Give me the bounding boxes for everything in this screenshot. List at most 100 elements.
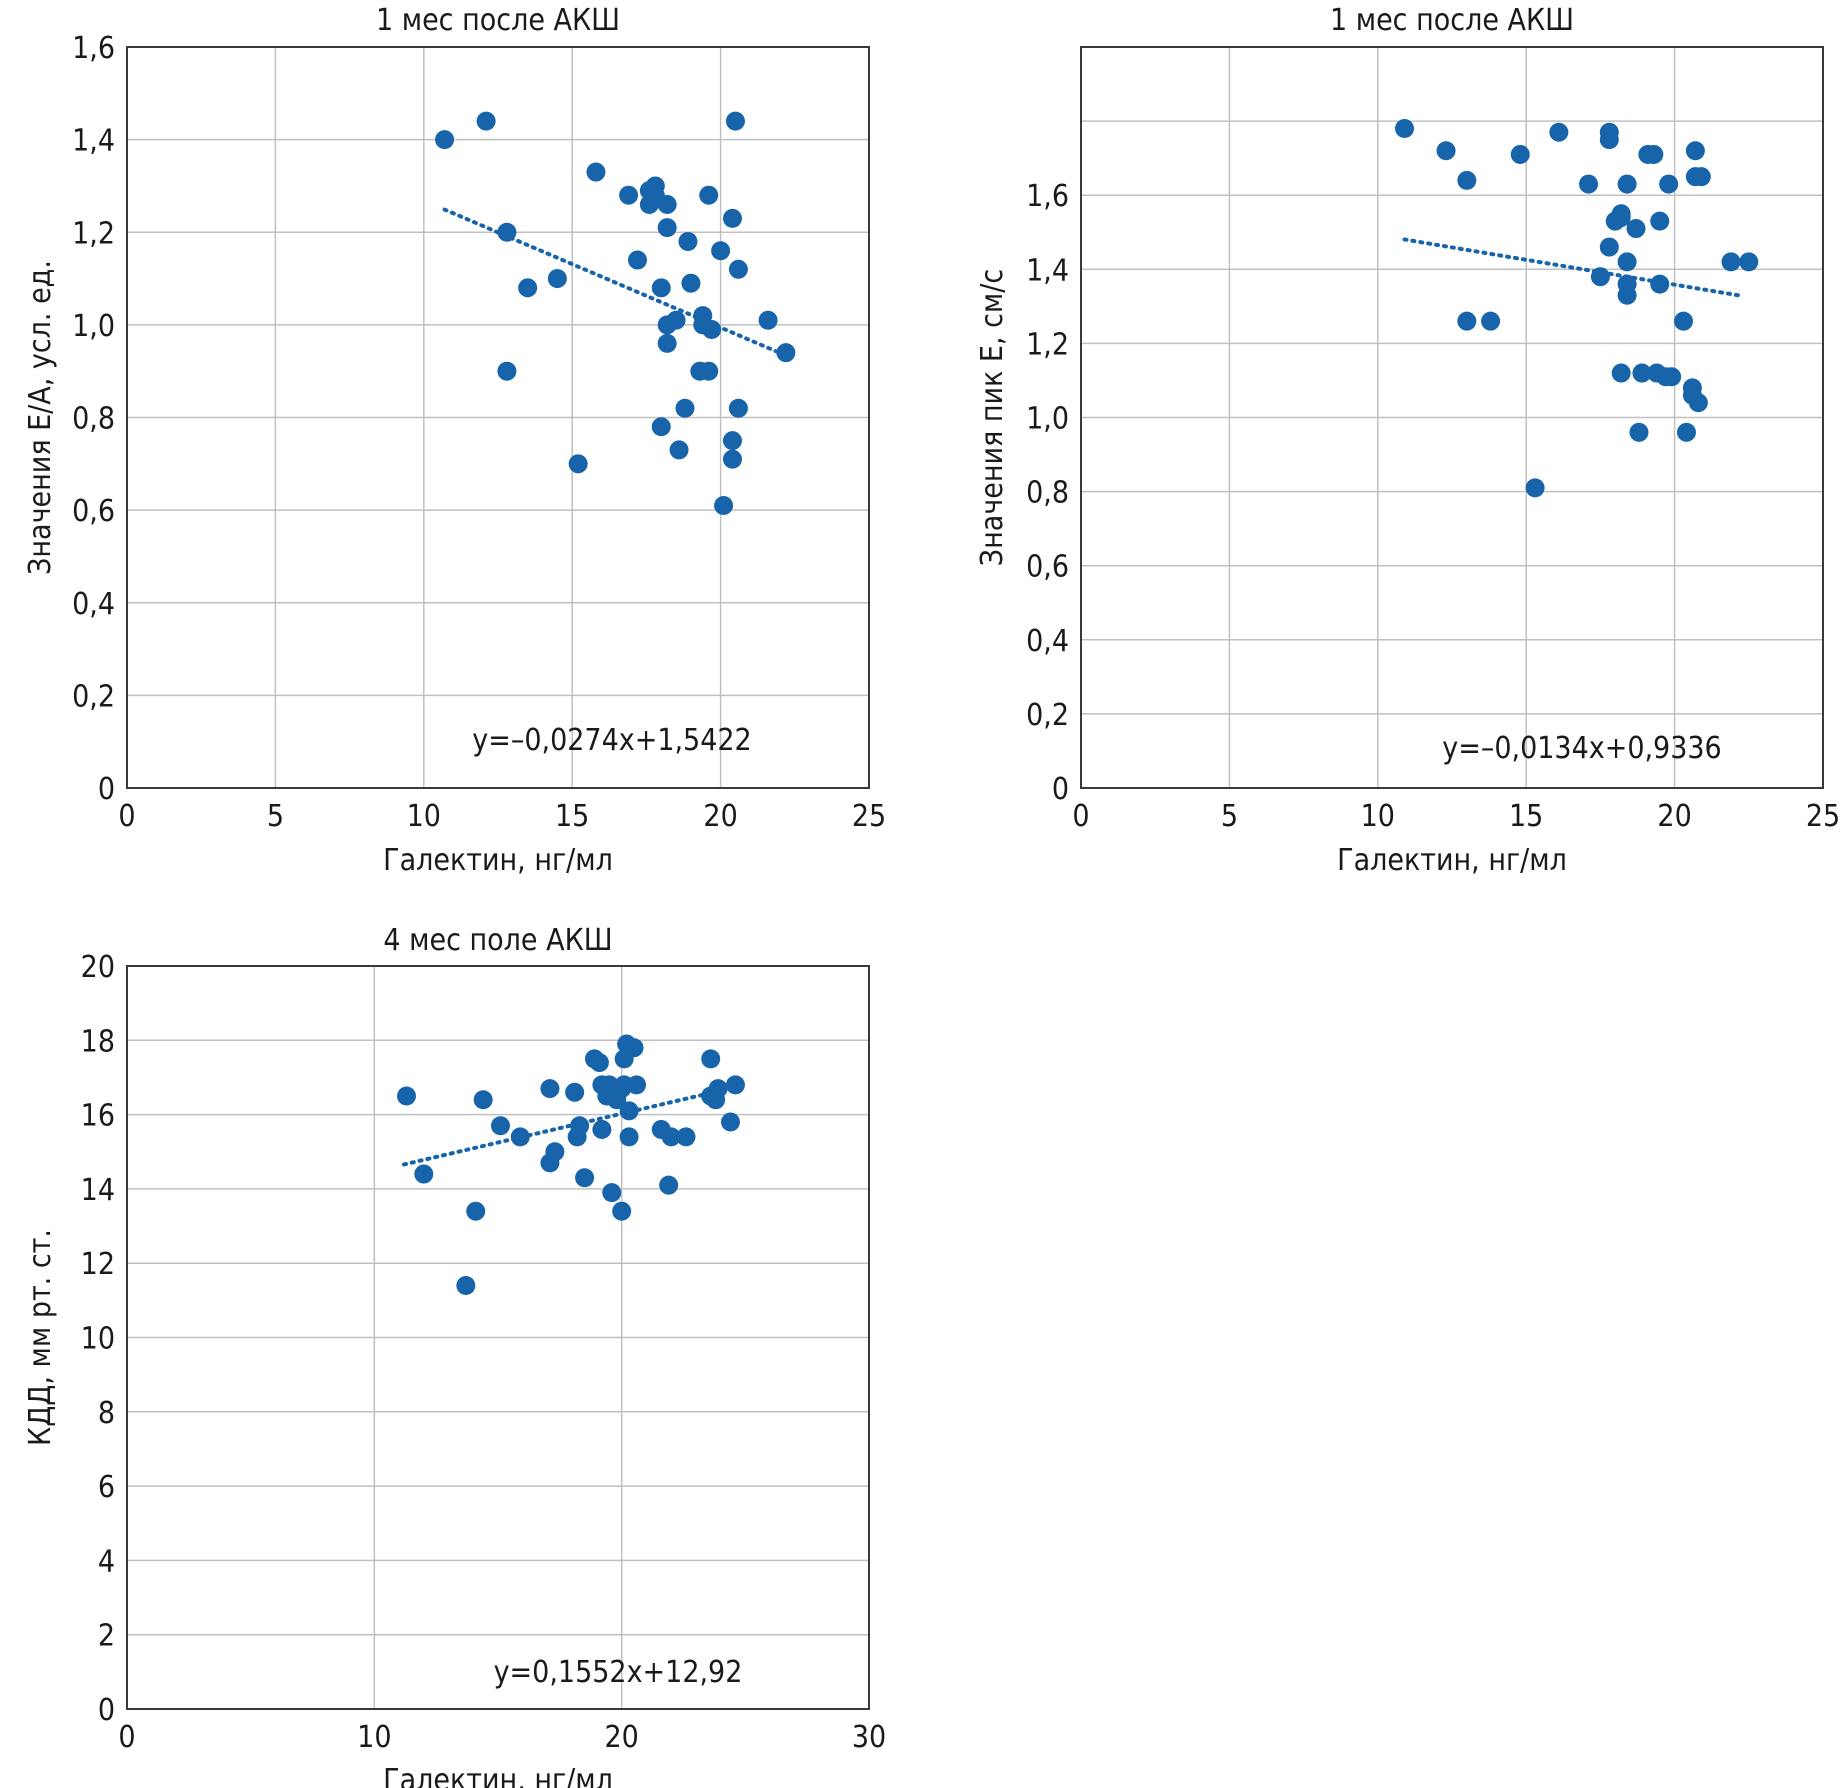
- data-point: [657, 333, 677, 353]
- data-point: [1632, 363, 1652, 383]
- y-tick-label: 0,6: [1026, 550, 1069, 585]
- y-tick-label: 1,0: [72, 309, 115, 344]
- data-point: [1549, 122, 1569, 142]
- data-point: [661, 1127, 681, 1147]
- data-point: [435, 130, 455, 150]
- trendline: [402, 1087, 728, 1167]
- data-point: [669, 440, 689, 460]
- x-tick-label: 5: [267, 799, 284, 834]
- x-tick-label: 0: [118, 1720, 135, 1755]
- y-tick-label: 0,4: [72, 587, 115, 622]
- data-point: [1739, 252, 1759, 272]
- data-point: [1659, 174, 1679, 194]
- y-tick-label: 8: [98, 1396, 115, 1431]
- data-point: [708, 1079, 728, 1099]
- y-tick-label: 18: [81, 1024, 115, 1059]
- data-point: [728, 398, 748, 418]
- data-point: [414, 1164, 434, 1184]
- data-point: [1395, 119, 1415, 139]
- data-point: [699, 361, 719, 381]
- data-point: [589, 1053, 609, 1073]
- y-tick-label: 16: [81, 1099, 115, 1134]
- data-point: [602, 1183, 622, 1203]
- data-point: [722, 208, 742, 228]
- x-axis-label: Галектин, нг/мл: [383, 843, 613, 878]
- data-point: [1685, 141, 1705, 161]
- data-point: [720, 1112, 740, 1132]
- x-tick-label: 20: [703, 799, 737, 834]
- data-point: [575, 1168, 595, 1188]
- data-point: [676, 1127, 696, 1147]
- data-point: [568, 454, 588, 474]
- data-point: [476, 111, 496, 131]
- data-point: [1691, 167, 1711, 187]
- data-point: [497, 222, 517, 242]
- x-tick-label: 15: [555, 799, 589, 834]
- x-tick-label: 25: [852, 799, 886, 834]
- x-tick-label: 5: [1221, 799, 1238, 834]
- data-point: [725, 111, 745, 131]
- data-point: [666, 310, 686, 330]
- data-point: [1650, 274, 1670, 294]
- data-point: [1481, 311, 1501, 331]
- data-point: [565, 1082, 585, 1102]
- chart-1: 0 5 10 15 20 25 0 0,2 0,4 0,6 0,8 1,0 1,2 1,4 1,6 1 мес…: [23, 3, 886, 878]
- x-tick-label: 10: [357, 1720, 391, 1755]
- regression-equation: y=–0,0274x+1,5422: [472, 723, 751, 758]
- data-point: [678, 232, 698, 252]
- y-tick-label: 1,2: [72, 216, 115, 251]
- trendline: [1402, 237, 1742, 298]
- data-point: [1457, 311, 1477, 331]
- chart-title: 1 мес после АКШ: [376, 3, 620, 38]
- data-point: [466, 1201, 486, 1221]
- data-point: [1662, 367, 1682, 387]
- data-point: [624, 1038, 644, 1058]
- data-point: [396, 1086, 416, 1106]
- data-point: [619, 1127, 639, 1147]
- x-tick-label: 30: [852, 1720, 886, 1755]
- data-point: [657, 194, 677, 214]
- x-tick-label: 10: [1361, 799, 1395, 834]
- data-point: [758, 310, 778, 330]
- y-axis-label: Значения пик Е, см/с: [975, 269, 1010, 566]
- data-point: [711, 241, 731, 261]
- y-tick-label: 0: [1052, 772, 1069, 807]
- data-point: [490, 1116, 510, 1136]
- chart-title: 1 мес после АКШ: [1330, 3, 1574, 38]
- data-point: [651, 278, 671, 298]
- x-tick-label: 10: [407, 799, 441, 834]
- y-tick-label: 20: [81, 950, 115, 985]
- data-point: [1590, 267, 1610, 287]
- x-tick-label: 25: [1806, 799, 1840, 834]
- regression-equation: y=0,1552x+12,92: [494, 1655, 743, 1690]
- data-point: [1617, 174, 1637, 194]
- data-point: [728, 259, 748, 279]
- data-point: [1457, 170, 1477, 190]
- y-tick-label: 14: [81, 1173, 115, 1208]
- y-tick-label: 4: [98, 1544, 115, 1579]
- data-point: [473, 1090, 493, 1110]
- data-point: [651, 417, 671, 437]
- y-tick-label: 1,6: [72, 31, 115, 66]
- chart-3: 0 10 20 30 0 2 4 6 8 10 12 14 16 18 20 4 мес поле АКШ Га…: [23, 923, 886, 1788]
- data-point: [1599, 237, 1619, 257]
- data-point: [659, 1175, 679, 1195]
- data-point: [701, 1049, 721, 1069]
- data-point: [1644, 144, 1664, 164]
- data-point: [627, 1075, 647, 1095]
- data-point: [1525, 478, 1545, 498]
- data-point: [545, 1142, 565, 1162]
- data-point: [619, 185, 639, 205]
- x-tick-label: 20: [1657, 799, 1691, 834]
- data-point: [570, 1116, 590, 1136]
- x-axis-label: Галектин, нг/мл: [1337, 843, 1567, 878]
- x-axis-label: Галектин, нг/мл: [383, 1763, 613, 1788]
- data-point: [1599, 130, 1619, 150]
- data-point: [1676, 422, 1696, 442]
- y-tick-label: 1,6: [1026, 179, 1069, 214]
- data-point: [518, 278, 538, 298]
- data-point: [586, 162, 606, 182]
- data-point: [657, 218, 677, 238]
- data-point: [1436, 141, 1456, 161]
- plot-frame: [126, 46, 870, 789]
